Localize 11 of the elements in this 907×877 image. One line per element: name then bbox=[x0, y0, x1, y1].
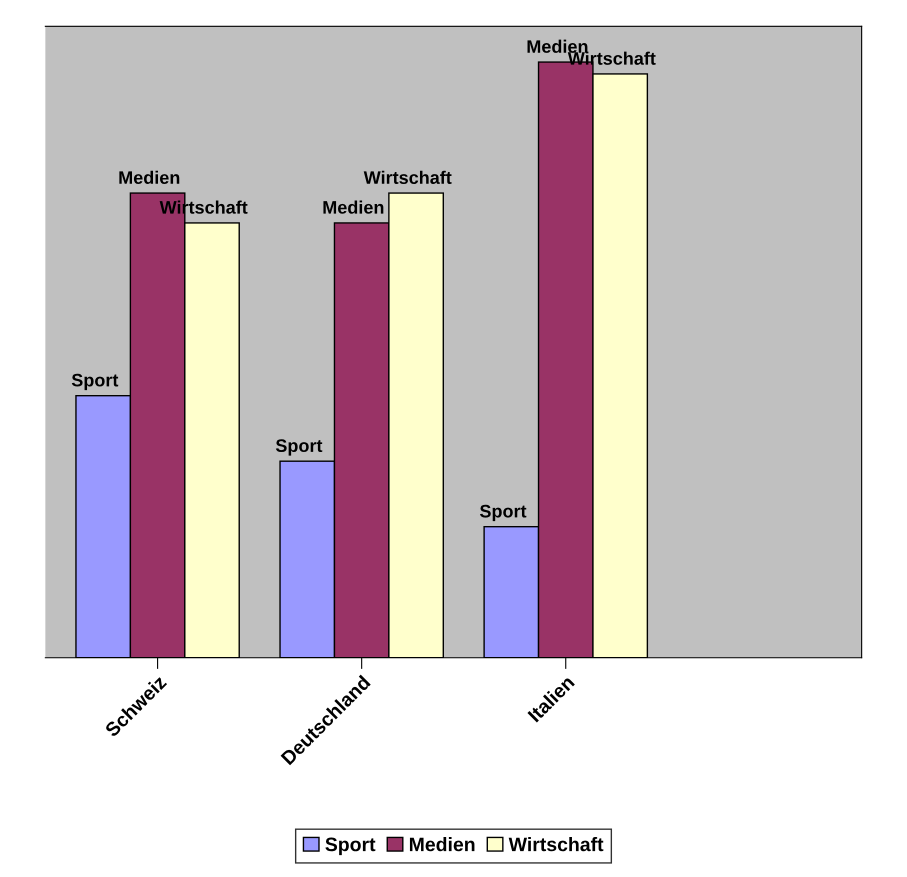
annotation: Sport bbox=[480, 504, 526, 522]
annotation: Sport bbox=[276, 439, 322, 456]
annotation: Sport bbox=[72, 374, 118, 390]
annotation: Medien bbox=[323, 200, 384, 214]
text: Medien bbox=[528, 40, 588, 53]
legend-label: Sport bbox=[325, 838, 376, 856]
annotation: Wirtschaft bbox=[364, 170, 452, 184]
legend-label: Wirtschaft bbox=[508, 836, 604, 852]
legend-label: Medien bbox=[410, 836, 474, 852]
annotation: Wirtschaft bbox=[568, 52, 656, 65]
annotation: Medien bbox=[119, 170, 180, 184]
